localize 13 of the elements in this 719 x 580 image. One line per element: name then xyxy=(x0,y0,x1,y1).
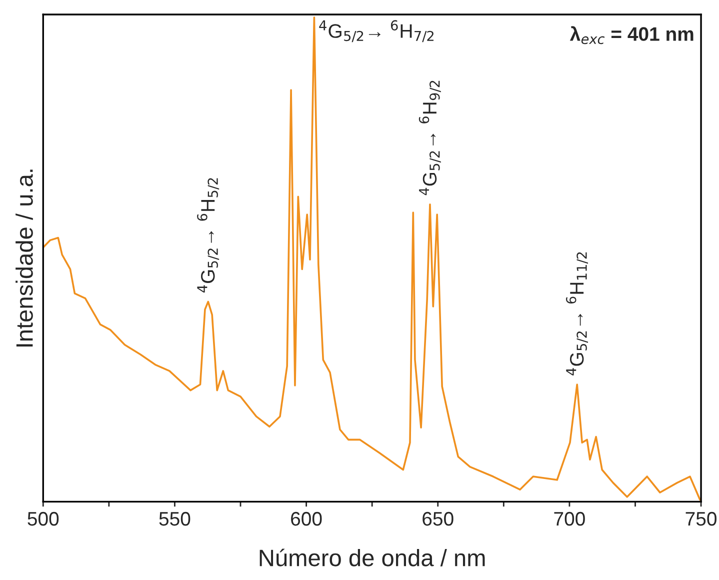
annotation: λ$_{exc}$ = 401 nm xyxy=(570,26,694,44)
x-tick-label: 700 xyxy=(554,512,585,526)
x-tick-label: 650 xyxy=(422,512,454,526)
x-tick-label: 750 xyxy=(686,512,716,526)
annotation: $^{4}$G$_{5/2}$→ $^{6}$H$_{9/2}$ xyxy=(418,80,441,196)
x-tick-label: 500 xyxy=(28,512,59,526)
annotation: $^{4}$G$_{5/2}$→ $^{6}$H$_{5/2}$ xyxy=(197,178,220,292)
annotation: $^{4}$G$_{5/2}$→ $^{6}$H$_{7/2}$ xyxy=(319,20,434,42)
x-tick-label: 600 xyxy=(291,512,322,526)
x-axis-title: Número de onda / nm xyxy=(260,548,485,566)
x-tick-label: 550 xyxy=(159,512,190,526)
annotation: $^{4}$G$_{5/2}$→ $^{6}$H$_{11/2}$ xyxy=(566,252,588,376)
y-axis-title: Intensidade / u.a. xyxy=(16,170,33,346)
